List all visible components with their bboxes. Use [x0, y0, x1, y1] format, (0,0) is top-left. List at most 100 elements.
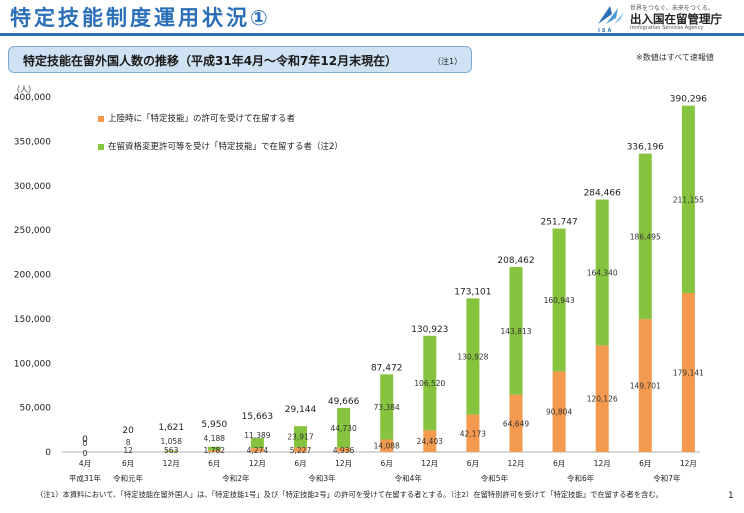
x-tick-label: 6月: [639, 459, 651, 468]
data-label-landing: 1,782: [204, 446, 226, 455]
data-label-landing: 24,403: [417, 437, 443, 446]
bar-change: [207, 446, 221, 451]
bar-landing: [466, 414, 480, 452]
data-label-change: 143,813: [500, 327, 531, 336]
data-label-total: 284,466: [584, 189, 621, 199]
bar-landing: [380, 439, 394, 452]
title-rule: [0, 33, 744, 36]
data-label-change: 4,188: [204, 434, 226, 443]
x-year-label: 令和6年: [567, 473, 595, 483]
x-tick-label: 6月: [467, 459, 479, 468]
x-tick-label: 6月: [294, 459, 306, 468]
y-tick-label: 350,000: [14, 137, 51, 147]
data-label-change: 8: [126, 438, 131, 447]
legend-swatch-change: [98, 143, 104, 150]
y-tick-label: 100,000: [14, 359, 51, 369]
data-label-total: 251,747: [540, 218, 577, 228]
bar-change: [681, 105, 695, 294]
x-tick-label: 6月: [381, 459, 393, 468]
x-tick-label: 12月: [594, 459, 611, 468]
x-tick-label: 12月: [335, 459, 352, 468]
chart-subtitle-box: 特定技能在留外国人数の推移（平成31年4月～令和7年12月末現在） （注1）: [8, 46, 472, 73]
x-tick-label: 6月: [208, 459, 220, 468]
footnote: （注1）本資料において、「特定技能在留外国人」は、「特定技能1号」及び「特定技能…: [36, 490, 664, 499]
bird-logo-icon: [598, 6, 624, 24]
data-label-change: 44,730: [330, 424, 356, 433]
data-label-change: 73,384: [374, 403, 400, 412]
x-tick-label: 6月: [122, 459, 134, 468]
legend-label-change: 在留資格変更許可等を受け「特定技能」で在留する者（注2）: [108, 142, 343, 152]
page-title: 特定技能制度運用状況①: [10, 6, 271, 30]
bar-landing: [207, 450, 221, 452]
bar-change: [638, 153, 652, 320]
y-tick-label: 0: [45, 448, 51, 458]
y-tick-label: 200,000: [14, 271, 51, 281]
logo-abbr: ISA: [598, 28, 614, 34]
legend-swatch-landing: [98, 115, 104, 122]
x-year-label: 令和3年: [308, 473, 336, 483]
y-tick-label: 400,000: [14, 93, 51, 103]
chart-subtitle-note: （注1）: [433, 57, 463, 66]
bar-change: [552, 228, 566, 372]
x-tick-label: 12月: [163, 459, 180, 468]
data-label-landing: 5,227: [290, 446, 312, 455]
bar-change: [164, 450, 178, 452]
y-tick-label: 250,000: [14, 226, 51, 236]
bar-change: [294, 426, 307, 448]
bar-change: [380, 374, 394, 440]
data-label-total: 20: [122, 426, 134, 436]
y-axis-unit-label: （人）: [12, 85, 36, 94]
data-label-landing: 4,274: [247, 446, 269, 455]
bar-landing: [294, 447, 307, 452]
data-label-landing: 179,141: [673, 369, 704, 378]
data-label-total: 130,923: [411, 325, 448, 335]
x-year-label: 令和7年: [653, 473, 681, 483]
x-year-label: 令和5年: [481, 473, 509, 483]
bar-change: [337, 407, 351, 448]
x-year-label: 平成31年: [69, 473, 102, 483]
data-label-landing: 14,088: [374, 442, 400, 451]
data-label-total: 336,196: [627, 143, 664, 153]
bar-landing: [509, 394, 523, 452]
x-tick-label: 12月: [421, 459, 438, 468]
legend-item-landing: 上陸時に「特定技能」の許可を受けて在留する者: [98, 112, 295, 124]
bar-landing: [595, 345, 609, 452]
data-label-landing: 90,804: [546, 408, 572, 417]
x-tick-label: 12月: [249, 459, 266, 468]
data-label-landing: 563: [164, 446, 179, 455]
bar-landing: [552, 371, 566, 452]
bar-change: [595, 199, 609, 346]
data-label-landing: 0: [83, 449, 88, 458]
data-label-total: 29,144: [285, 405, 317, 415]
data-label-change: 186,495: [630, 232, 661, 241]
data-label-landing: 64,649: [503, 419, 529, 428]
x-year-label: 令和2年: [222, 473, 250, 483]
data-label-total: 87,472: [371, 363, 403, 373]
data-label-landing: 42,173: [460, 429, 486, 438]
y-tick-label: 50,000: [20, 404, 52, 414]
data-label-change: 130,928: [457, 352, 488, 361]
legend-item-change: 在留資格変更許可等を受け「特定技能」で在留する者（注2）: [98, 140, 343, 152]
data-label-total: 173,101: [454, 287, 491, 297]
bar-landing: [337, 447, 351, 452]
data-label-total: 49,666: [328, 397, 360, 407]
x-tick-label: 4月: [79, 459, 91, 468]
x-tick-label: 6月: [553, 459, 565, 468]
page-number: 1: [728, 491, 734, 501]
data-label-landing: 4,936: [333, 446, 355, 455]
bar-landing: [638, 319, 652, 452]
data-note: ※数値はすべて速報値: [636, 53, 714, 62]
data-label-total: 15,663: [242, 412, 274, 422]
bar-landing: [250, 448, 264, 452]
data-label-landing: 120,126: [587, 395, 618, 404]
data-label-change: 11,389: [244, 431, 270, 440]
legend-label-landing: 上陸時に「特定技能」の許可を受けて在留する者: [108, 114, 296, 124]
bar-change: [509, 266, 523, 395]
data-label-landing: 12: [123, 446, 133, 455]
x-tick-label: 12月: [507, 459, 524, 468]
logo-name: 出入国在留管理庁: [630, 12, 722, 26]
bar-change: [250, 438, 264, 449]
bar-change: [466, 298, 480, 415]
data-label-change: 1,058: [160, 437, 182, 446]
